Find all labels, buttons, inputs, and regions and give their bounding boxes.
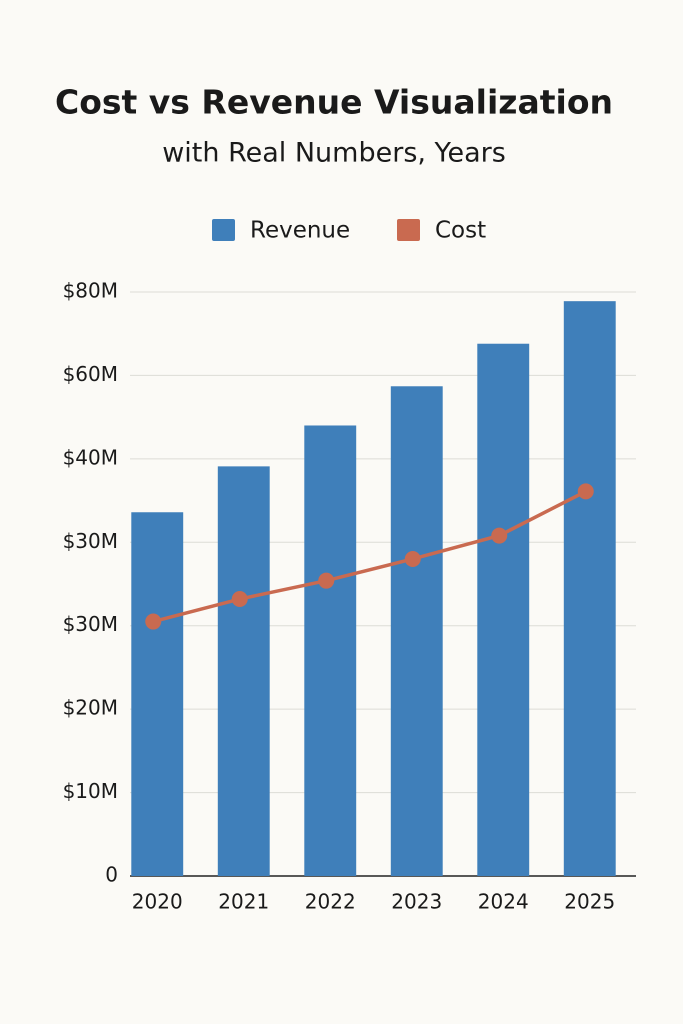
cost-point xyxy=(577,483,594,500)
y-tick-label: $30M xyxy=(63,529,118,553)
bar xyxy=(217,466,270,876)
x-tick-label: 2024 xyxy=(478,890,529,914)
y-tick-label: $40M xyxy=(63,445,118,469)
bar xyxy=(477,343,530,876)
bar xyxy=(390,386,443,876)
chart-title: Cost vs Revenue Visualization xyxy=(55,83,613,122)
x-tick-label: 2020 xyxy=(132,890,183,914)
chart-subtitle: with Real Numbers, Years xyxy=(162,138,506,169)
x-tick-label: 2023 xyxy=(391,890,442,914)
bar xyxy=(304,425,357,876)
y-tick-label: 0 xyxy=(105,863,118,887)
legend-swatch xyxy=(397,219,420,241)
cost-point xyxy=(491,527,508,544)
y-tick-label: $60M xyxy=(63,362,118,386)
y-tick-label: $30M xyxy=(63,612,118,636)
cost-point xyxy=(145,613,162,630)
y-tick-label: $20M xyxy=(63,696,118,720)
x-tick-label: 2021 xyxy=(218,890,269,914)
cost-point xyxy=(404,550,421,567)
cost-line xyxy=(152,489,587,624)
y-tick-label: $10M xyxy=(63,779,118,803)
bar xyxy=(131,512,184,876)
x-tick-label: 2025 xyxy=(564,890,615,914)
cost-point xyxy=(318,572,335,589)
legend-label: Revenue xyxy=(250,218,350,244)
legend-swatch xyxy=(212,219,235,241)
x-tick-label: 2022 xyxy=(305,890,356,914)
cost-point xyxy=(231,591,248,608)
legend-label: Cost xyxy=(435,218,486,244)
bar xyxy=(563,301,616,877)
y-tick-label: $80M xyxy=(63,279,118,303)
